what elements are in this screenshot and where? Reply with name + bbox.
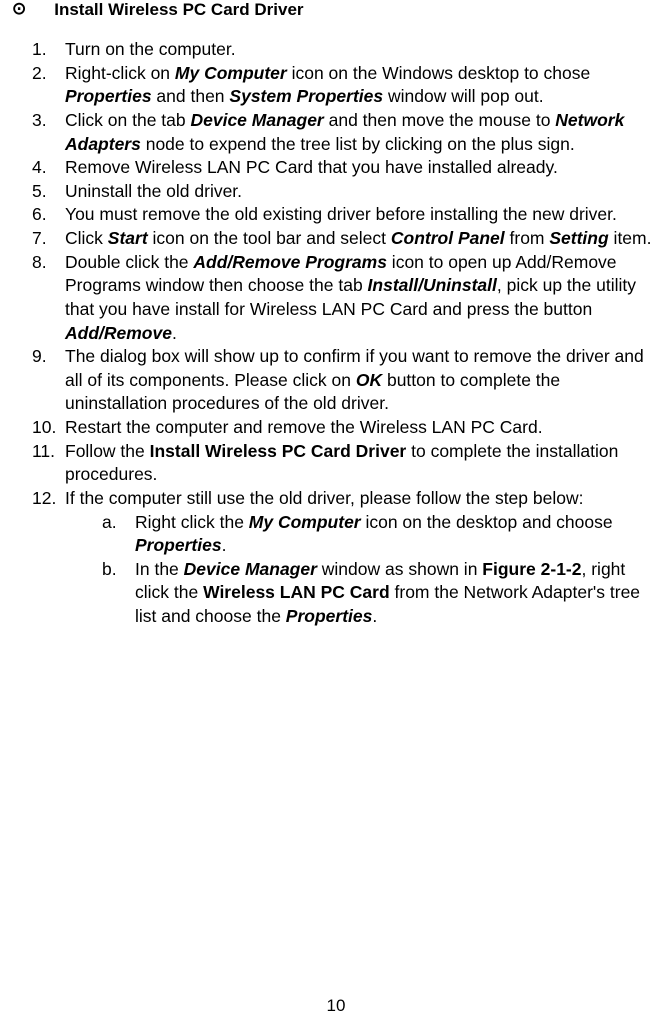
step-number: 6.	[32, 203, 65, 227]
step-item: 6.You must remove the old existing drive…	[32, 203, 660, 227]
step-text: Follow the Install Wireless PC Card Driv…	[65, 440, 660, 487]
substep-number: b.	[102, 558, 135, 629]
step-item: 9.The dialog box will show up to confirm…	[32, 345, 660, 416]
step-number: 2.	[32, 62, 65, 109]
step-number: 8.	[32, 251, 65, 346]
step-number: 12.	[32, 487, 65, 511]
step-item: 12.If the computer still use the old dri…	[32, 487, 660, 511]
step-item: 11.Follow the Install Wireless PC Card D…	[32, 440, 660, 487]
step-list: 1.Turn on the computer.2.Right-click on …	[12, 38, 660, 511]
step-item: 1.Turn on the computer.	[32, 38, 660, 62]
document-page: ⊙ Install Wireless PC Card Driver 1.Turn…	[0, 0, 672, 1034]
step-number: 3.	[32, 109, 65, 156]
step-text: Click on the tab Device Manager and then…	[65, 109, 660, 156]
step-text: If the computer still use the old driver…	[65, 487, 583, 511]
step-item: 5.Uninstall the old driver.	[32, 180, 660, 204]
step-number: 1.	[32, 38, 65, 62]
step-item: 10.Restart the computer and remove the W…	[32, 416, 660, 440]
step-text: Uninstall the old driver.	[65, 180, 242, 204]
substep-item: b.In the Device Manager window as shown …	[102, 558, 660, 629]
section-title: Install Wireless PC Card Driver	[54, 0, 303, 20]
step-item: 8.Double click the Add/Remove Programs i…	[32, 251, 660, 346]
step-item: 3.Click on the tab Device Manager and th…	[32, 109, 660, 156]
page-number: 10	[0, 996, 672, 1016]
step-text: Click Start icon on the tool bar and sel…	[65, 227, 651, 251]
step-text: Restart the computer and remove the Wire…	[65, 416, 543, 440]
step-number: 9.	[32, 345, 65, 416]
substep-list: a.Right click the My Computer icon on th…	[12, 511, 660, 629]
step-number: 5.	[32, 180, 65, 204]
step-text: Remove Wireless LAN PC Card that you hav…	[65, 156, 558, 180]
step-text: Right-click on My Computer icon on the W…	[65, 62, 660, 109]
substep-text: In the Device Manager window as shown in…	[135, 558, 660, 629]
step-number: 11.	[32, 440, 65, 487]
step-item: 2.Right-click on My Computer icon on the…	[32, 62, 660, 109]
step-item: 7.Click Start icon on the tool bar and s…	[32, 227, 660, 251]
step-text: You must remove the old existing driver …	[65, 203, 617, 227]
step-item: 4.Remove Wireless LAN PC Card that you h…	[32, 156, 660, 180]
step-text: The dialog box will show up to confirm i…	[65, 345, 660, 416]
substep-number: a.	[102, 511, 135, 558]
step-text: Turn on the computer.	[65, 38, 236, 62]
step-number: 4.	[32, 156, 65, 180]
substep-item: a.Right click the My Computer icon on th…	[102, 511, 660, 558]
step-text: Double click the Add/Remove Programs ico…	[65, 251, 660, 346]
section-header: ⊙ Install Wireless PC Card Driver	[12, 0, 660, 20]
step-number: 10.	[32, 416, 65, 440]
step-number: 7.	[32, 227, 65, 251]
substep-text: Right click the My Computer icon on the …	[135, 511, 660, 558]
bullet-icon: ⊙	[12, 0, 26, 17]
